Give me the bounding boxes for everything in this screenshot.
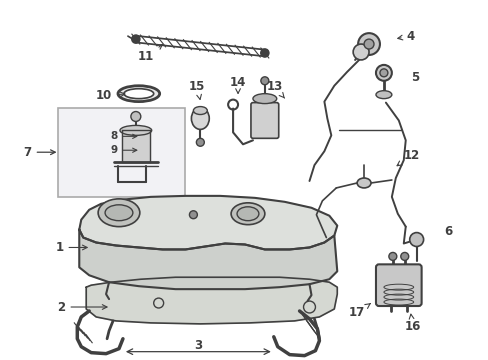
FancyBboxPatch shape — [375, 264, 421, 306]
Text: 10: 10 — [96, 89, 124, 102]
Ellipse shape — [105, 205, 133, 221]
Ellipse shape — [123, 89, 153, 99]
Circle shape — [260, 77, 268, 85]
Circle shape — [388, 252, 396, 260]
Circle shape — [364, 39, 373, 49]
Text: 9: 9 — [110, 145, 137, 155]
Text: 2: 2 — [57, 301, 107, 314]
Polygon shape — [79, 230, 337, 289]
Text: 14: 14 — [229, 76, 246, 94]
Ellipse shape — [356, 178, 370, 188]
Ellipse shape — [193, 107, 207, 114]
Circle shape — [352, 44, 368, 60]
Text: 17: 17 — [348, 303, 370, 319]
Ellipse shape — [252, 94, 276, 104]
FancyBboxPatch shape — [250, 103, 278, 138]
FancyBboxPatch shape — [59, 108, 185, 197]
Ellipse shape — [191, 108, 209, 129]
Polygon shape — [122, 130, 149, 162]
Ellipse shape — [120, 125, 151, 135]
Text: 16: 16 — [404, 314, 420, 333]
Text: 5: 5 — [411, 71, 419, 84]
Text: 6: 6 — [444, 225, 451, 238]
Text: 7: 7 — [23, 146, 55, 159]
Circle shape — [131, 112, 141, 121]
Circle shape — [357, 33, 379, 55]
Circle shape — [409, 233, 423, 247]
Ellipse shape — [98, 199, 140, 227]
Ellipse shape — [118, 86, 160, 102]
Circle shape — [400, 252, 408, 260]
Text: 3: 3 — [194, 339, 202, 352]
Circle shape — [375, 65, 391, 81]
Text: 11: 11 — [137, 45, 162, 63]
Text: 15: 15 — [189, 80, 205, 99]
Ellipse shape — [375, 91, 391, 99]
Ellipse shape — [231, 203, 264, 225]
Ellipse shape — [237, 207, 258, 221]
Circle shape — [379, 69, 387, 77]
Polygon shape — [79, 196, 337, 249]
Text: 1: 1 — [55, 241, 87, 254]
Text: 12: 12 — [396, 149, 419, 166]
Circle shape — [196, 138, 204, 146]
Circle shape — [132, 35, 140, 43]
Text: 4: 4 — [397, 30, 414, 42]
Circle shape — [189, 211, 197, 219]
Circle shape — [260, 49, 268, 57]
Text: 13: 13 — [266, 80, 284, 98]
Text: 8: 8 — [110, 131, 137, 141]
Polygon shape — [86, 277, 337, 324]
